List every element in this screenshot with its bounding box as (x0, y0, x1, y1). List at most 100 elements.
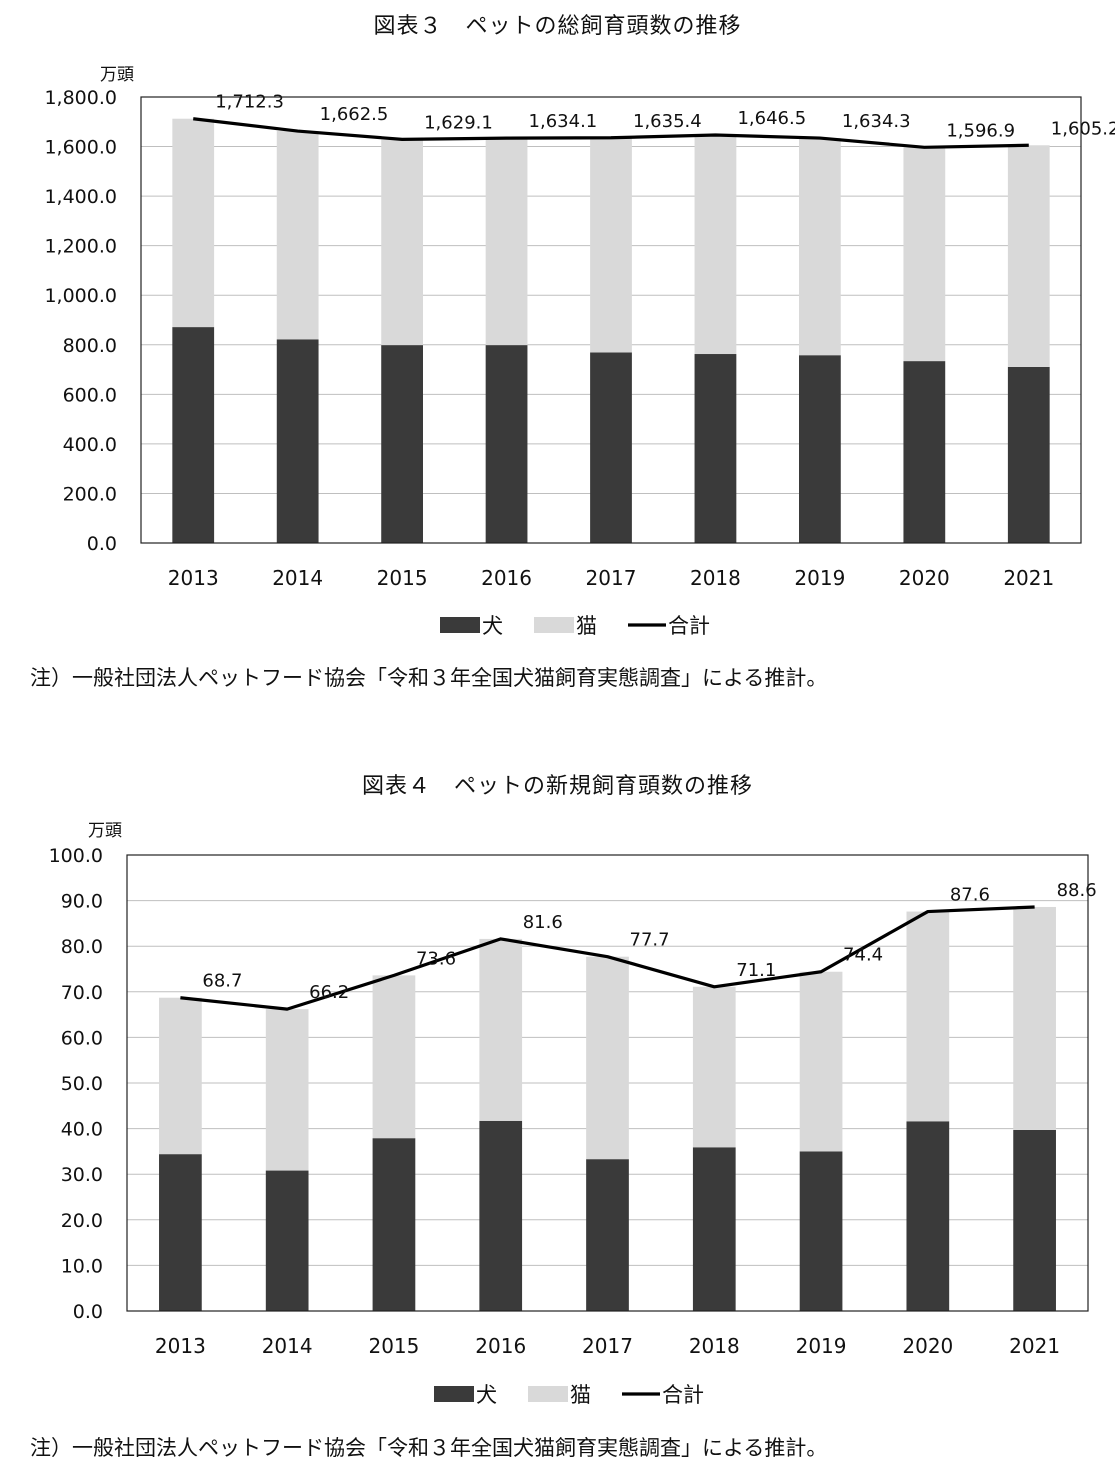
y-tick-label: 40.0 (61, 1119, 103, 1141)
legend-label: 猫 (570, 1383, 591, 1407)
x-tick-label: 2013 (168, 566, 219, 590)
bar-dog (276, 339, 319, 543)
bar-dog (1007, 366, 1050, 543)
total-line (193, 117, 1029, 149)
bar-cat (372, 975, 416, 1139)
source-note: 注）一般社団法人ペットフード協会「令和３年全国犬猫飼育実態調査」による推計。 (30, 666, 828, 690)
legend-swatch-cat (534, 617, 574, 633)
stacked-bar-line-chart: 0.0 200.0 400.0 600.0 800.0 1,000.0 1,200.0 1,4… (44, 87, 1115, 638)
bar-cat (906, 911, 950, 1122)
y-tick-label: 1,200.0 (44, 236, 117, 258)
total-data-label: 74.4 (843, 945, 883, 966)
plot-area-border (140, 96, 1082, 544)
x-tick-label: 2018 (690, 566, 741, 590)
y-tick-label: 30.0 (61, 1164, 103, 1186)
total-data-label: 81.6 (523, 912, 563, 933)
y-tick-label: 600.0 (63, 384, 117, 406)
total-data-label: 1,646.5 (737, 108, 806, 129)
legend-label: 合計 (662, 1383, 704, 1407)
bar-cat (265, 1009, 309, 1171)
y-tick-label: 1,000.0 (44, 285, 117, 307)
x-tick-label: 2018 (689, 1334, 740, 1358)
legend-label: 犬 (482, 614, 503, 638)
stacked-bar-line-chart: 0.0 10.0 20.0 30.0 40.0 50.0 60.0 70.0 80.0 90.0 1… (49, 845, 1097, 1407)
x-tick-label: 2020 (902, 1334, 953, 1358)
y-tick-label: 200.0 (63, 483, 117, 505)
total-data-label: 1,629.1 (424, 112, 493, 133)
x-tick-label: 2021 (1009, 1334, 1060, 1358)
total-data-label: 1,596.9 (946, 120, 1015, 141)
bar-dog (485, 345, 528, 543)
bar-cat (479, 938, 523, 1121)
bar-dog (372, 1138, 416, 1311)
total-data-label: 88.6 (1057, 880, 1097, 901)
y-tick-label: 800.0 (63, 335, 117, 357)
chart-title: 図表３ ペットの総飼育頭数の推移 (373, 14, 742, 39)
total-data-label: 1,634.1 (529, 111, 598, 132)
y-tick-label: 0.0 (73, 1301, 103, 1323)
x-tick-label: 2013 (155, 1334, 206, 1358)
bar-dog (159, 1154, 202, 1311)
figure-total-pets: 図表３ ペットの総飼育頭数の推移 万頭 0.0 200.0 400.0 600.0 80… (0, 0, 1115, 740)
x-tick-label: 2021 (1003, 566, 1054, 590)
y-tick-label: 50.0 (61, 1073, 103, 1095)
bar-cat (694, 135, 737, 355)
source-note: 注）一般社団法人ペットフード協会「令和３年全国犬猫飼育実態調査」による推計。 (30, 1436, 828, 1460)
total-line (180, 905, 1035, 1011)
x-tick-label: 2019 (794, 566, 845, 590)
legend-swatch-cat (528, 1386, 568, 1402)
bar-cat (903, 147, 946, 362)
y-unit-label: 万頭 (88, 821, 122, 841)
total-data-label: 73.6 (416, 948, 456, 969)
x-tick-label: 2015 (368, 1334, 419, 1358)
x-tick-label: 2020 (899, 566, 950, 590)
total-data-label: 71.1 (736, 960, 776, 981)
x-tick-label: 2014 (272, 566, 323, 590)
bar-cat (159, 997, 202, 1155)
bar-cat (1007, 145, 1050, 367)
y-tick-label: 1,800.0 (44, 87, 117, 109)
y-tick-label: 10.0 (61, 1255, 103, 1277)
y-tick-label: 70.0 (61, 982, 103, 1004)
y-tick-label: 1,600.0 (44, 137, 117, 159)
bar-dog (586, 1159, 629, 1311)
x-tick-label: 2015 (377, 566, 428, 590)
x-tick-label: 2016 (481, 566, 532, 590)
y-tick-label: 90.0 (61, 891, 103, 913)
x-tick-label: 2017 (582, 1334, 633, 1358)
bar-cat (692, 986, 736, 1148)
bar-cat (1013, 906, 1056, 1130)
legend-swatch-dog (434, 1386, 474, 1402)
bar-dog (799, 355, 841, 543)
y-tick-label: 1,400.0 (44, 186, 117, 208)
legend-label: 猫 (576, 614, 597, 638)
total-data-label: 1,712.3 (215, 92, 284, 113)
bar-dog (381, 345, 423, 543)
bar-dog (906, 1121, 950, 1311)
bar-cat (799, 971, 843, 1152)
total-data-label: 1,662.5 (320, 104, 389, 125)
legend-swatch-dog (440, 617, 480, 633)
x-tick-label: 2017 (586, 566, 637, 590)
y-tick-label: 0.0 (87, 533, 117, 555)
bar-dog (692, 1147, 736, 1311)
y-tick-label: 20.0 (61, 1210, 103, 1232)
bar-cat (799, 138, 841, 356)
x-tick-label: 2014 (262, 1334, 313, 1358)
total-data-label: 66.2 (309, 982, 349, 1003)
y-tick-label: 60.0 (61, 1027, 103, 1049)
bar-dog (1013, 1129, 1056, 1311)
bar-cat (172, 118, 215, 328)
y-tick-label: 80.0 (61, 936, 103, 958)
y-unit-label: 万頭 (100, 65, 134, 85)
bar-dog (172, 327, 215, 543)
total-data-label: 87.6 (950, 885, 990, 906)
legend-label: 合計 (668, 614, 710, 638)
bar-dog (590, 352, 632, 543)
bar-dog (903, 361, 946, 543)
total-data-label: 1,634.3 (842, 111, 911, 132)
bar-cat (276, 131, 319, 340)
bar-cat (381, 139, 423, 346)
bar-cat (586, 956, 629, 1160)
bar-dog (265, 1170, 309, 1311)
